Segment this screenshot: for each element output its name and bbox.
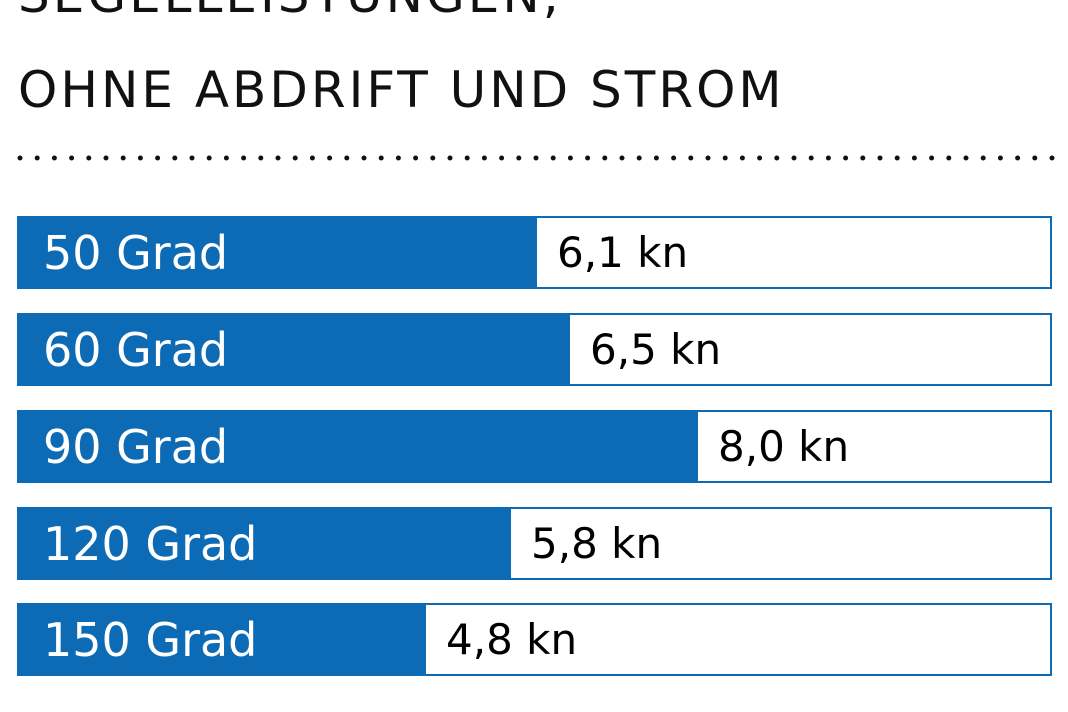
bar-value-label: 5,8 kn — [531, 519, 663, 568]
bar-category-label: 120 Grad — [43, 516, 258, 571]
bar-value-label: 6,1 kn — [557, 228, 689, 277]
bar-row: 50 Grad 6,1 kn — [17, 216, 1052, 289]
bar-category-label: 60 Grad — [43, 322, 229, 377]
bar — [19, 605, 426, 674]
bar-row: 90 Grad 8,0 kn — [17, 410, 1052, 483]
bar-row: 120 Grad 5,8 kn — [17, 507, 1052, 580]
bar-value-label: 6,5 kn — [590, 325, 722, 374]
bar — [19, 412, 698, 481]
bar-category-label: 90 Grad — [43, 419, 229, 474]
bar-category-label: 150 Grad — [43, 612, 258, 667]
bar — [19, 509, 511, 578]
bar-row: 60 Grad 6,5 kn — [17, 313, 1052, 386]
bar — [19, 218, 537, 287]
bar-value-label: 4,8 kn — [446, 615, 578, 664]
bar — [19, 315, 570, 384]
dotted-divider — [17, 155, 1062, 161]
chart-title: OHNE ABDRIFT UND STROM — [18, 61, 785, 119]
chart-title-cut-line: SEGELLEISTUNGEN, — [18, 0, 562, 20]
bar-category-label: 50 Grad — [43, 225, 229, 280]
bar-row: 150 Grad 4,8 kn — [17, 603, 1052, 676]
bar-value-label: 8,0 kn — [718, 422, 850, 471]
